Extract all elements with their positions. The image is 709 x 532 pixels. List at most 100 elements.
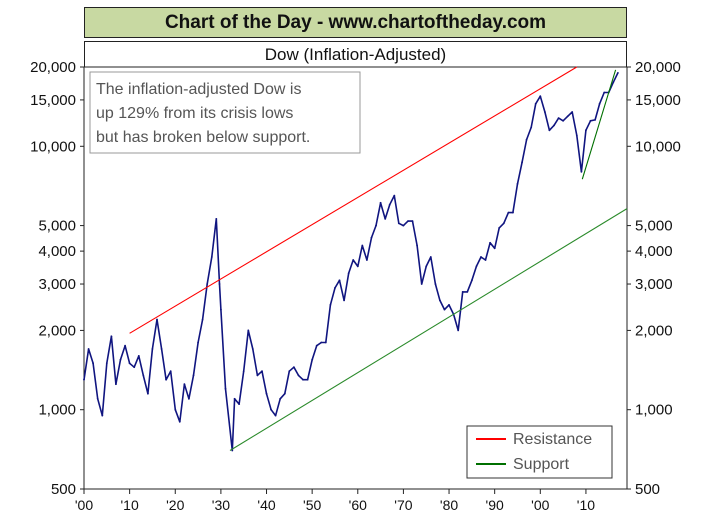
legend-label-resistance: Resistance bbox=[513, 431, 592, 448]
dow-data-point bbox=[475, 265, 478, 268]
dow-data-point bbox=[183, 383, 186, 386]
dow-data-point bbox=[324, 341, 327, 344]
x-tick-label: '00 bbox=[75, 497, 93, 513]
dow-data-point bbox=[142, 374, 145, 377]
dow-data-point bbox=[370, 236, 373, 239]
annotation-line-1: The inflation-adjusted Dow is bbox=[96, 81, 301, 98]
y-tick-label-right: 5,000 bbox=[635, 218, 673, 235]
dow-data-point bbox=[293, 366, 295, 369]
dow-data-point bbox=[320, 341, 323, 344]
dow-data-point bbox=[393, 194, 396, 197]
dow-data-point bbox=[612, 81, 615, 84]
dow-data-point bbox=[297, 374, 300, 377]
dow-data-point bbox=[105, 362, 108, 365]
dow-data-point bbox=[165, 378, 168, 381]
dow-data-point bbox=[147, 392, 149, 395]
dow-data-point bbox=[439, 299, 441, 302]
dow-data-point bbox=[169, 370, 172, 373]
dow-data-point bbox=[598, 102, 601, 105]
dow-data-point bbox=[553, 124, 555, 127]
dow-data-point bbox=[402, 224, 405, 227]
dow-data-point bbox=[233, 397, 236, 400]
x-tick-label: '20 bbox=[166, 497, 184, 513]
dow-data-point bbox=[498, 227, 501, 229]
dow-data-point bbox=[416, 244, 418, 247]
dow-data-point bbox=[238, 403, 241, 405]
dow-data-point bbox=[534, 102, 537, 105]
annotation-box: The inflation-adjusted Dow is up 129% fr… bbox=[89, 71, 361, 154]
dow-data-point bbox=[128, 362, 131, 365]
x-tick-label: '30 bbox=[212, 497, 230, 513]
y-tick-label-right: 500 bbox=[635, 481, 660, 498]
dow-data-point bbox=[124, 344, 126, 347]
legend: Resistance Support bbox=[466, 425, 613, 479]
dow-data-point bbox=[256, 374, 259, 377]
dow-data-point bbox=[347, 272, 350, 274]
dow-data-point bbox=[261, 370, 263, 373]
x-tick-label: '10 bbox=[121, 497, 139, 513]
dow-data-point bbox=[356, 265, 359, 268]
y-tick-label-right: 15,000 bbox=[635, 92, 681, 109]
dow-data-point bbox=[119, 358, 122, 361]
dow-data-point bbox=[575, 134, 578, 137]
y-tick-label-right: 10,000 bbox=[635, 138, 681, 155]
dow-data-point bbox=[375, 224, 377, 227]
legend-label-support: Support bbox=[513, 456, 570, 473]
dow-data-point bbox=[247, 329, 250, 332]
dow-data-point bbox=[562, 119, 564, 122]
chart-title: Dow (Inflation-Adjusted) bbox=[84, 41, 627, 67]
dow-data-point bbox=[448, 304, 450, 306]
dow-data-point bbox=[539, 95, 542, 98]
dow-data-point bbox=[133, 366, 136, 369]
dow-data-point bbox=[489, 241, 491, 244]
dow-data-point bbox=[178, 420, 181, 423]
dow-data-point bbox=[343, 299, 345, 302]
dow-data-point bbox=[429, 256, 432, 258]
x-tick-label: '90 bbox=[486, 497, 504, 513]
dow-data-point bbox=[270, 408, 272, 411]
dow-data-point bbox=[461, 291, 464, 293]
y-tick-label-left: 3,000 bbox=[38, 276, 76, 293]
annotation-line-2: up 129% from its crisis lows bbox=[96, 105, 293, 122]
y-tick-label-left: 4,000 bbox=[38, 243, 76, 260]
dow-data-point bbox=[334, 287, 336, 289]
dow-data-point bbox=[407, 220, 409, 223]
dow-data-point bbox=[224, 387, 227, 390]
y-tick-label-right: 4,000 bbox=[635, 243, 673, 260]
y-tick-label-left: 20,000 bbox=[30, 59, 76, 76]
dow-data-point bbox=[352, 259, 355, 261]
dow-data-point bbox=[151, 348, 154, 350]
dow-data-point bbox=[242, 370, 245, 373]
dow-data-point bbox=[443, 308, 446, 311]
x-tick-label: '80 bbox=[440, 497, 458, 513]
dow-data-point bbox=[302, 378, 304, 381]
dow-data-point bbox=[311, 358, 314, 361]
dow-data-point bbox=[201, 318, 204, 321]
y-tick-label-right: 2,000 bbox=[635, 322, 673, 339]
annotation-line-3: but has broken below support. bbox=[96, 129, 310, 146]
dow-data-point bbox=[137, 355, 140, 357]
dow-data-point bbox=[617, 72, 619, 74]
x-tick-label: '10 bbox=[577, 497, 595, 513]
dow-data-point bbox=[274, 414, 277, 417]
dow-data-point bbox=[466, 291, 469, 293]
dow-data-point bbox=[566, 115, 569, 118]
dow-data-point bbox=[548, 129, 551, 132]
dow-data-point bbox=[379, 201, 382, 204]
dow-data-point bbox=[156, 318, 158, 321]
y-tick-label-left: 15,000 bbox=[30, 92, 76, 109]
dow-data-point bbox=[329, 304, 332, 306]
x-tick-label: '00 bbox=[531, 497, 549, 513]
y-tick-label-left: 1,000 bbox=[38, 402, 76, 419]
dow-data-point bbox=[384, 218, 387, 220]
dow-data-point bbox=[197, 341, 200, 344]
dow-data-point bbox=[192, 374, 195, 377]
dow-data-point bbox=[388, 203, 391, 206]
dow-data-point bbox=[525, 138, 528, 141]
dow-data-point bbox=[420, 283, 423, 285]
dow-data-point bbox=[361, 244, 364, 247]
dow-data-point bbox=[231, 449, 234, 452]
dow-data-point bbox=[306, 378, 309, 381]
dow-data-point bbox=[251, 348, 254, 350]
dow-data-point bbox=[457, 329, 460, 332]
